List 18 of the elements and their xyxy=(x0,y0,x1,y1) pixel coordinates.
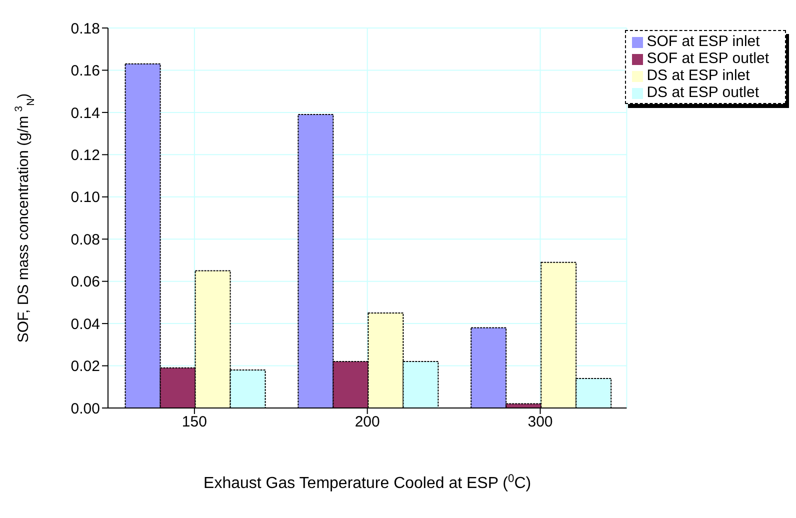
legend-label: DS at ESP inlet xyxy=(646,67,750,84)
y-tick-label: 0.10 xyxy=(70,189,100,206)
y-tick-label: 0.00 xyxy=(70,400,100,418)
y-tick-label: 0.16 xyxy=(70,62,100,80)
x-tick-label: 150 xyxy=(182,414,207,431)
legend-label: SOF at ESP outlet xyxy=(646,50,769,67)
y-tick-label: 0.12 xyxy=(70,146,100,164)
y-tick-label: 0.06 xyxy=(70,274,100,291)
legend-label: SOF at ESP inlet xyxy=(646,33,760,50)
x-tick-label: 300 xyxy=(528,414,553,431)
x-tick-label: 200 xyxy=(354,414,380,431)
legend-label: DS at ESP outlet xyxy=(646,84,759,101)
y-tick-label: 0.04 xyxy=(70,316,100,333)
y-tick-label: 0.14 xyxy=(70,104,100,122)
y-tick-label: 0.18 xyxy=(70,20,100,38)
x-axis-title: Exhaust Gas Temperature Cooled at ESP ($^{0}$C) xyxy=(204,473,532,492)
y-tick-label: 0.08 xyxy=(70,231,100,248)
y-tick-label: 0.02 xyxy=(70,358,100,376)
